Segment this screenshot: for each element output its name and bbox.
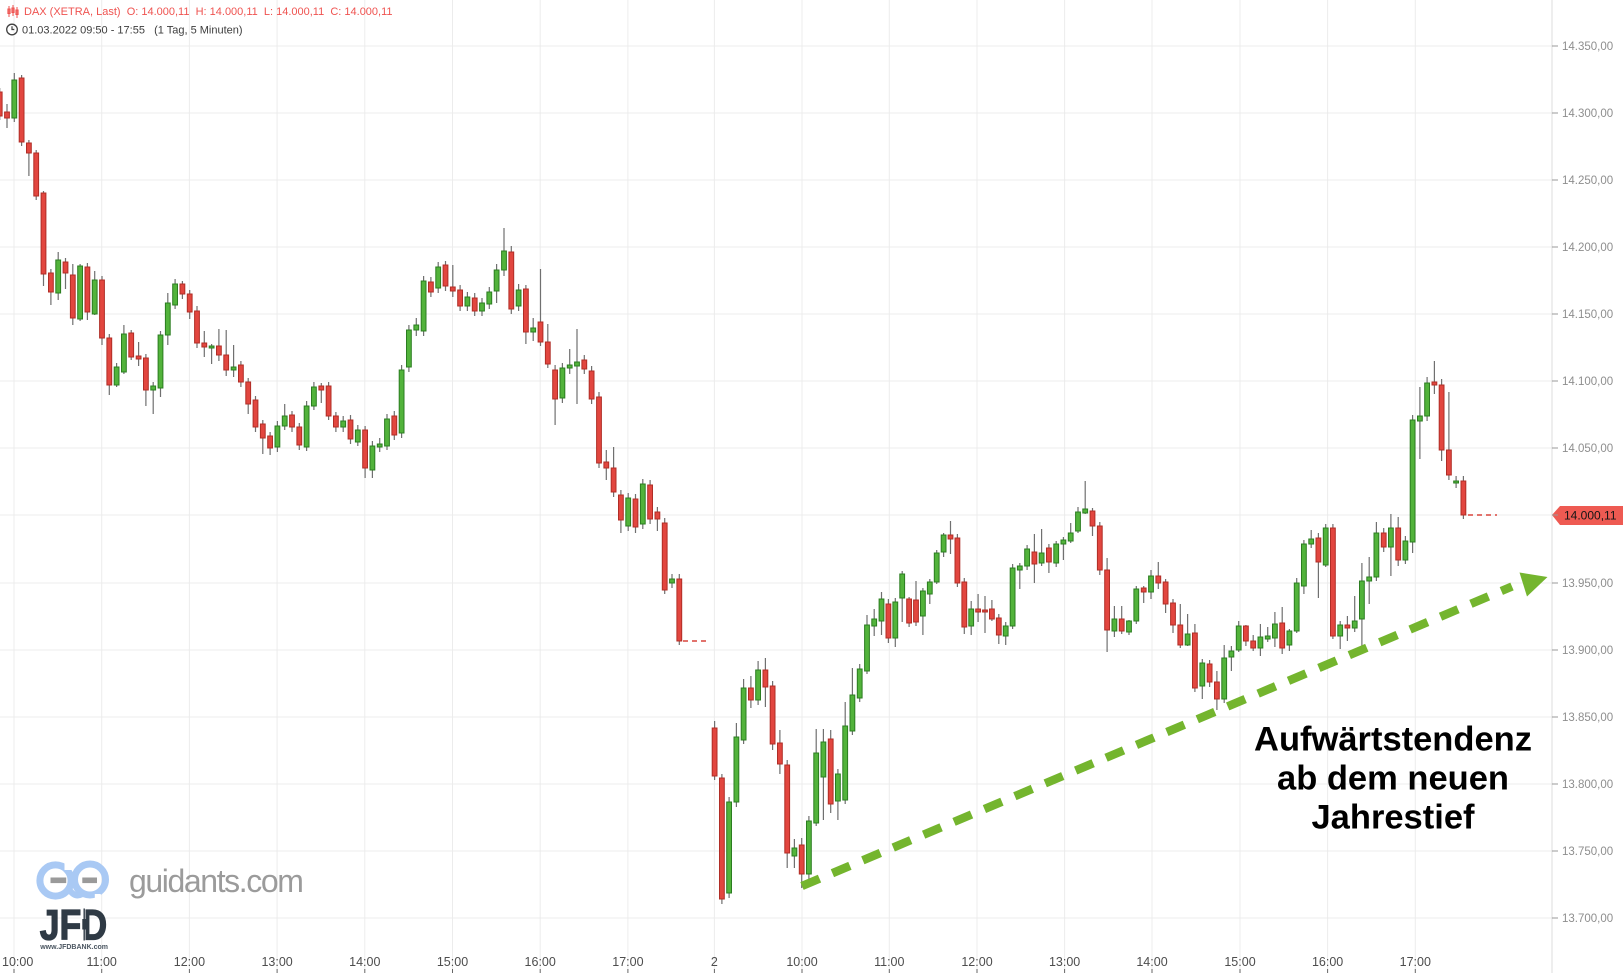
svg-text:14:00: 14:00: [349, 955, 380, 969]
svg-text:13.850,00: 13.850,00: [1562, 712, 1613, 724]
svg-text:www.JFDBANK.com: www.JFDBANK.com: [39, 944, 108, 951]
svg-text:Jahrestief: Jahrestief: [1312, 799, 1476, 837]
svg-text:14.150,00: 14.150,00: [1562, 309, 1613, 321]
svg-text:JFD: JFD: [40, 902, 107, 950]
svg-text:12:00: 12:00: [174, 955, 205, 969]
svg-text:Aufwärtstendenz: Aufwärtstendenz: [1254, 721, 1532, 759]
svg-text:10:00: 10:00: [2, 955, 33, 969]
svg-text:2: 2: [711, 955, 718, 969]
svg-text:14.050,00: 14.050,00: [1562, 443, 1613, 455]
svg-text:14.250,00: 14.250,00: [1562, 175, 1613, 187]
svg-text:14.100,00: 14.100,00: [1562, 376, 1613, 388]
svg-text:11:00: 11:00: [87, 955, 117, 969]
svg-text:13:00: 13:00: [1049, 955, 1080, 969]
svg-text:15:00: 15:00: [437, 955, 468, 969]
svg-text:13.800,00: 13.800,00: [1562, 779, 1613, 791]
svg-text:14.000,11: 14.000,11: [1564, 509, 1617, 523]
svg-text:13:00: 13:00: [261, 955, 292, 969]
svg-text:10:00: 10:00: [786, 955, 817, 969]
svg-text:14.350,00: 14.350,00: [1562, 41, 1613, 53]
svg-text:16:00: 16:00: [1312, 955, 1343, 969]
svg-text:14.300,00: 14.300,00: [1562, 108, 1613, 120]
svg-text:11:00: 11:00: [874, 955, 904, 969]
svg-text:16:00: 16:00: [525, 955, 556, 969]
svg-text:DAX (XETRA, Last) O: 14.000,1: DAX (XETRA, Last) O: 14.000,11 H: 14.000…: [24, 6, 393, 18]
svg-text:14.200,00: 14.200,00: [1562, 242, 1613, 254]
svg-text:ab dem neuen: ab dem neuen: [1277, 760, 1509, 798]
svg-text:15:00: 15:00: [1224, 955, 1255, 969]
svg-text:17:00: 17:00: [612, 955, 643, 969]
svg-text:guidants.com: guidants.com: [129, 863, 303, 899]
svg-text:13.950,00: 13.950,00: [1562, 578, 1613, 590]
svg-text:01.03.2022 09:50 - 17:55 (1: 01.03.2022 09:50 - 17:55 (1 Tag, 5 Minut…: [22, 25, 243, 37]
svg-text:13.750,00: 13.750,00: [1562, 846, 1613, 858]
svg-text:14:00: 14:00: [1136, 955, 1167, 969]
svg-text:17:00: 17:00: [1400, 955, 1431, 969]
svg-text:13.900,00: 13.900,00: [1562, 645, 1613, 657]
svg-text:13.700,00: 13.700,00: [1562, 913, 1613, 925]
svg-text:12:00: 12:00: [961, 955, 992, 969]
